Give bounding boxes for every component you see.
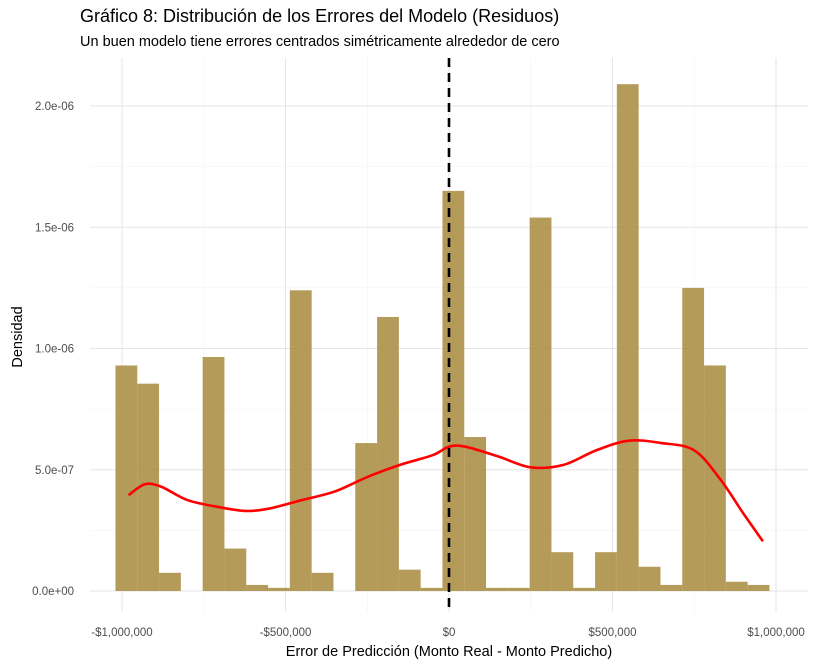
y-tick-label: 1.0e-06 [35,344,74,356]
histogram-bar [616,84,639,592]
histogram-bar [551,552,574,591]
histogram-bar [268,587,290,591]
x-axis-ticks: -$1,000,000 -$500,000 $0 $500,000 $1,000,000 [91,627,804,639]
histogram-bar [595,552,617,591]
y-tick-label: 0.0e+00 [32,586,74,598]
histogram-bar [442,190,465,591]
x-tick-label: -$500,000 [260,627,312,639]
y-tick-label: 2.0e-06 [35,101,74,113]
histogram-bar [159,572,181,591]
histogram-bar [573,587,596,591]
histogram-bars [115,84,770,592]
histogram-bar [486,587,508,591]
histogram-bar [137,383,160,591]
x-axis-title: Error de Predicción (Monto Real - Monto … [286,644,612,660]
histogram-bar [420,587,443,591]
histogram-bar [529,217,552,592]
y-axis-title: Densidad [10,306,26,367]
histogram-bar [311,572,334,591]
histogram-bar [660,584,683,591]
y-tick-label: 5.0e-07 [35,465,74,477]
histogram-bar [289,290,312,591]
histogram-bar [725,581,748,591]
histogram-bar [464,437,487,591]
histogram-bar [682,287,705,591]
histogram-bar [377,316,399,591]
histogram-bar [704,365,726,591]
histogram-bar [398,569,421,591]
histogram-bar [224,548,247,591]
x-tick-label: -$1,000,000 [91,627,152,639]
chart-title: Gráfico 8: Distribución de los Errores d… [80,6,560,26]
histogram-bar [202,356,225,591]
histogram-bar [246,584,269,591]
y-tick-label: 1.5e-06 [35,222,74,234]
y-axis-ticks: 0.0e+00 5.0e-07 1.0e-06 1.5e-06 2.0e-06 [32,101,74,598]
histogram-bar [115,365,138,591]
histogram-bar [507,587,530,591]
chart-subtitle: Un buen modelo tiene errores centrados s… [80,34,560,50]
x-tick-label: $0 [443,627,456,639]
histogram-bar [638,566,661,591]
density-curve [127,438,764,543]
histogram-bar [355,443,378,591]
histogram-bar [747,584,770,591]
x-tick-label: $1,000,000 [747,627,805,639]
x-tick-label: $500,000 [589,627,637,639]
density-curve-layer [127,438,764,543]
